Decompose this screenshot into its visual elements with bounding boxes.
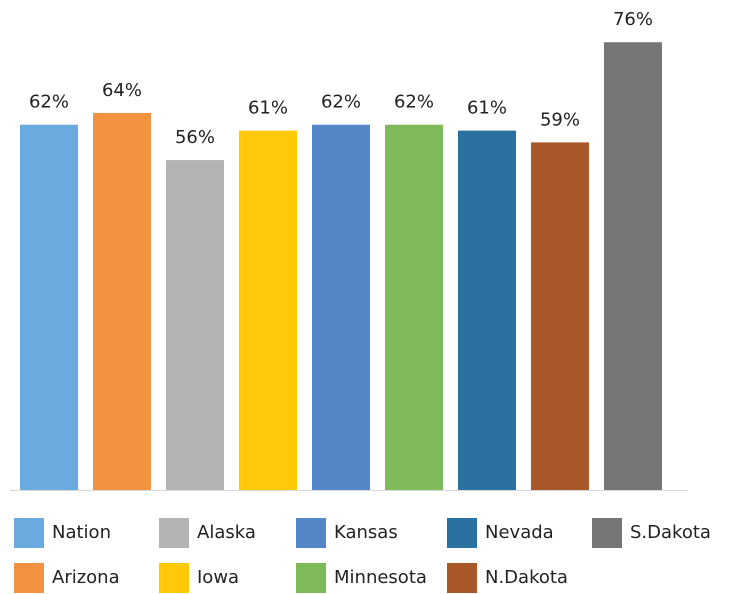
value-label: 62% [394, 92, 434, 113]
legend-label: Iowa [197, 567, 239, 588]
value-label: 64% [102, 80, 142, 101]
value-label: 62% [321, 92, 361, 113]
bar [20, 124, 78, 490]
legend-swatch [296, 518, 326, 548]
value-label: 61% [248, 98, 288, 119]
bar [458, 130, 516, 491]
legend-swatch [14, 563, 44, 593]
value-label: 61% [467, 98, 507, 119]
bar [312, 124, 370, 490]
bar [385, 124, 443, 490]
value-label: 56% [175, 127, 215, 148]
value-label: 62% [29, 92, 69, 113]
bar [239, 130, 297, 491]
legend-swatch [447, 518, 477, 548]
value-label: 59% [540, 109, 580, 130]
legend-swatch [296, 563, 326, 593]
legend-label: Alaska [197, 522, 256, 543]
legend-swatch [447, 563, 477, 593]
bar [531, 142, 589, 490]
legend-swatch [159, 518, 189, 548]
legend-label: Nation [52, 522, 111, 543]
bar [604, 42, 662, 490]
legend-swatch [592, 518, 622, 548]
legend-swatch [159, 563, 189, 593]
legend-label: S.Dakota [630, 522, 711, 543]
legend-label: N.Dakota [485, 567, 568, 588]
legend-swatch [14, 518, 44, 548]
value-label: 76% [613, 9, 653, 30]
bar [93, 112, 151, 490]
legend-label: Arizona [52, 567, 120, 588]
legend-label: Kansas [334, 522, 398, 543]
legend-label: Nevada [485, 522, 554, 543]
bar [166, 160, 224, 490]
legend-label: Minnesota [334, 567, 427, 588]
